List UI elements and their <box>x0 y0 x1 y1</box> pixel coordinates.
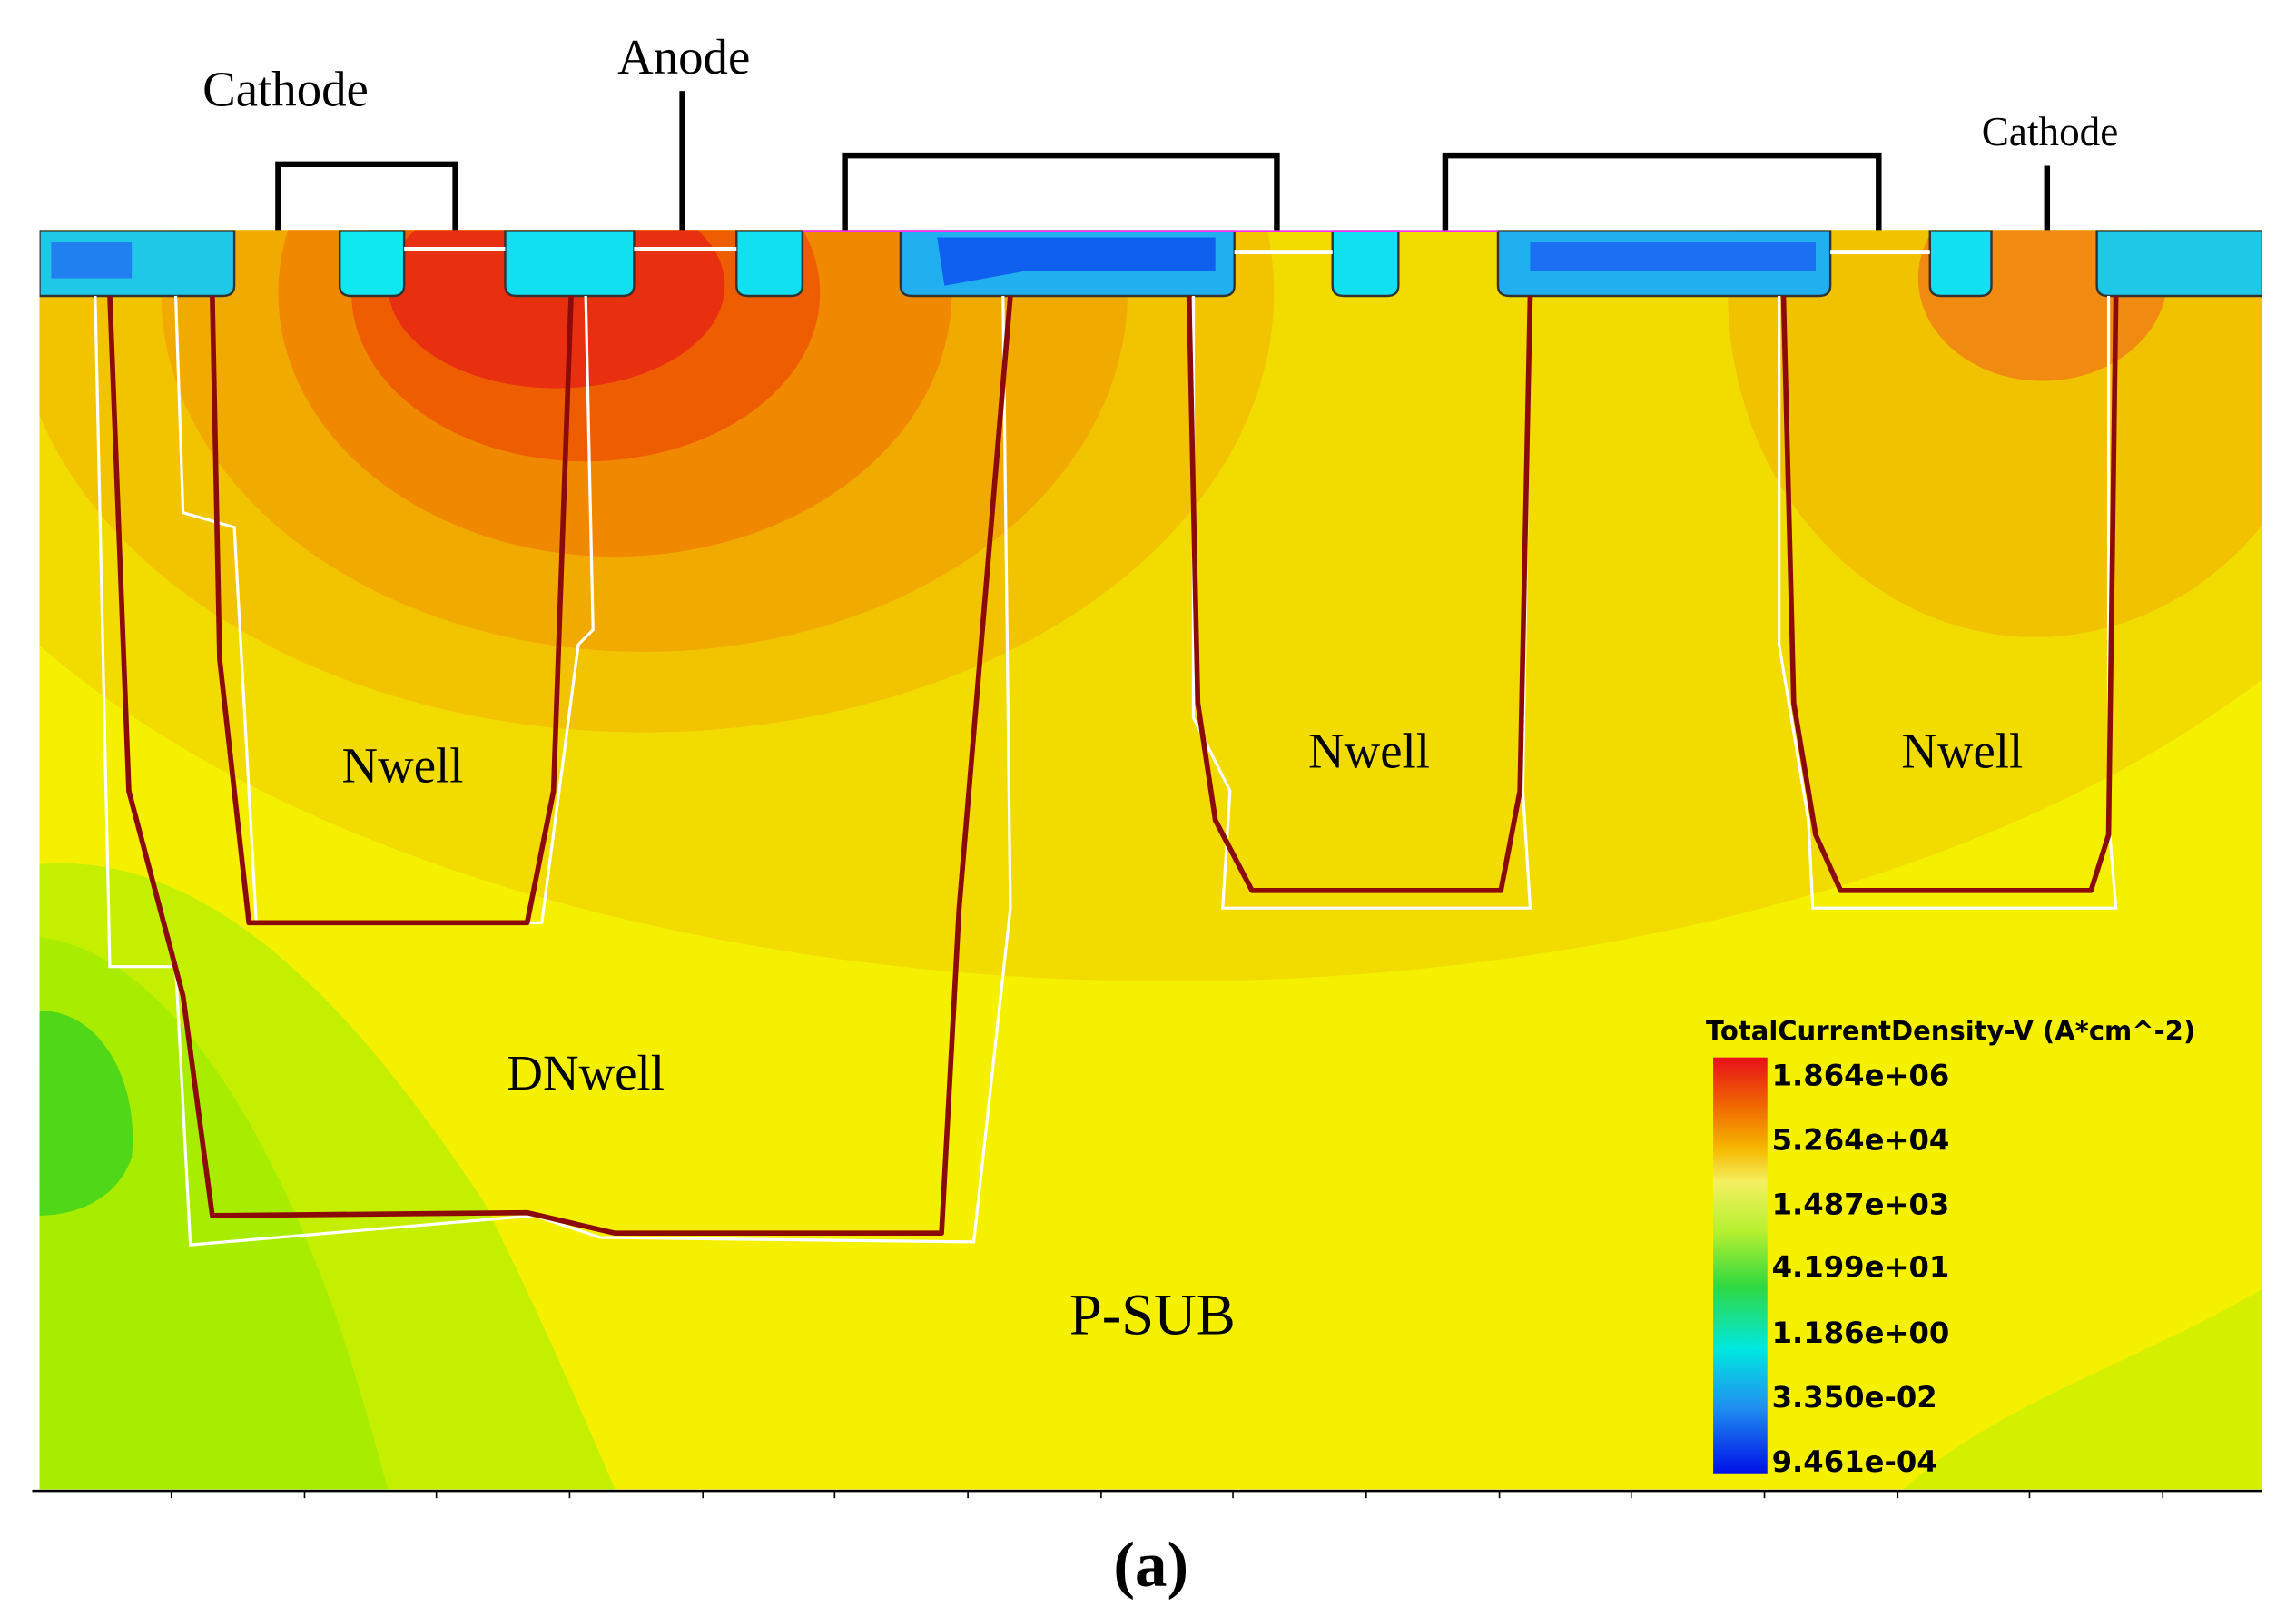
region-label: Nwell <box>1901 723 2023 778</box>
legend-label: 1.487e+03 <box>1772 1187 1950 1221</box>
region-label: P-SUB <box>1069 1283 1236 1347</box>
legend-label: 3.350e-02 <box>1772 1380 1937 1415</box>
device-field <box>39 230 2262 1490</box>
region-label: DNwell <box>507 1045 665 1100</box>
electrode-label: Anode <box>617 29 750 84</box>
legend-label: 4.199e+01 <box>1772 1250 1950 1285</box>
region-label: Nwell <box>342 737 464 793</box>
caption: (a) <box>1113 1530 1188 1601</box>
electrode-label: Cathode <box>202 61 369 116</box>
legend-label: 1.186e+00 <box>1772 1316 1950 1350</box>
bottom-axis <box>32 1489 2262 1499</box>
legend-label: 9.461e-04 <box>1772 1444 1937 1479</box>
region-label: Nwell <box>1308 723 1430 778</box>
electrode-label: Cathode <box>1982 109 2118 154</box>
legend-title: TotalCurrentDensity-V (A*cm^-2) <box>1706 1015 2195 1046</box>
isolation <box>39 230 2262 298</box>
doping-boundaries <box>94 295 2119 1247</box>
legend-label: 1.864e+06 <box>1772 1058 1950 1092</box>
electrodes <box>275 91 2051 231</box>
legend: TotalCurrentDensity-V (A*cm^-2) 1.864e+0… <box>1706 1015 2195 1479</box>
color-bar <box>1713 1057 1768 1474</box>
legend-label: 5.264e+04 <box>1772 1122 1950 1157</box>
